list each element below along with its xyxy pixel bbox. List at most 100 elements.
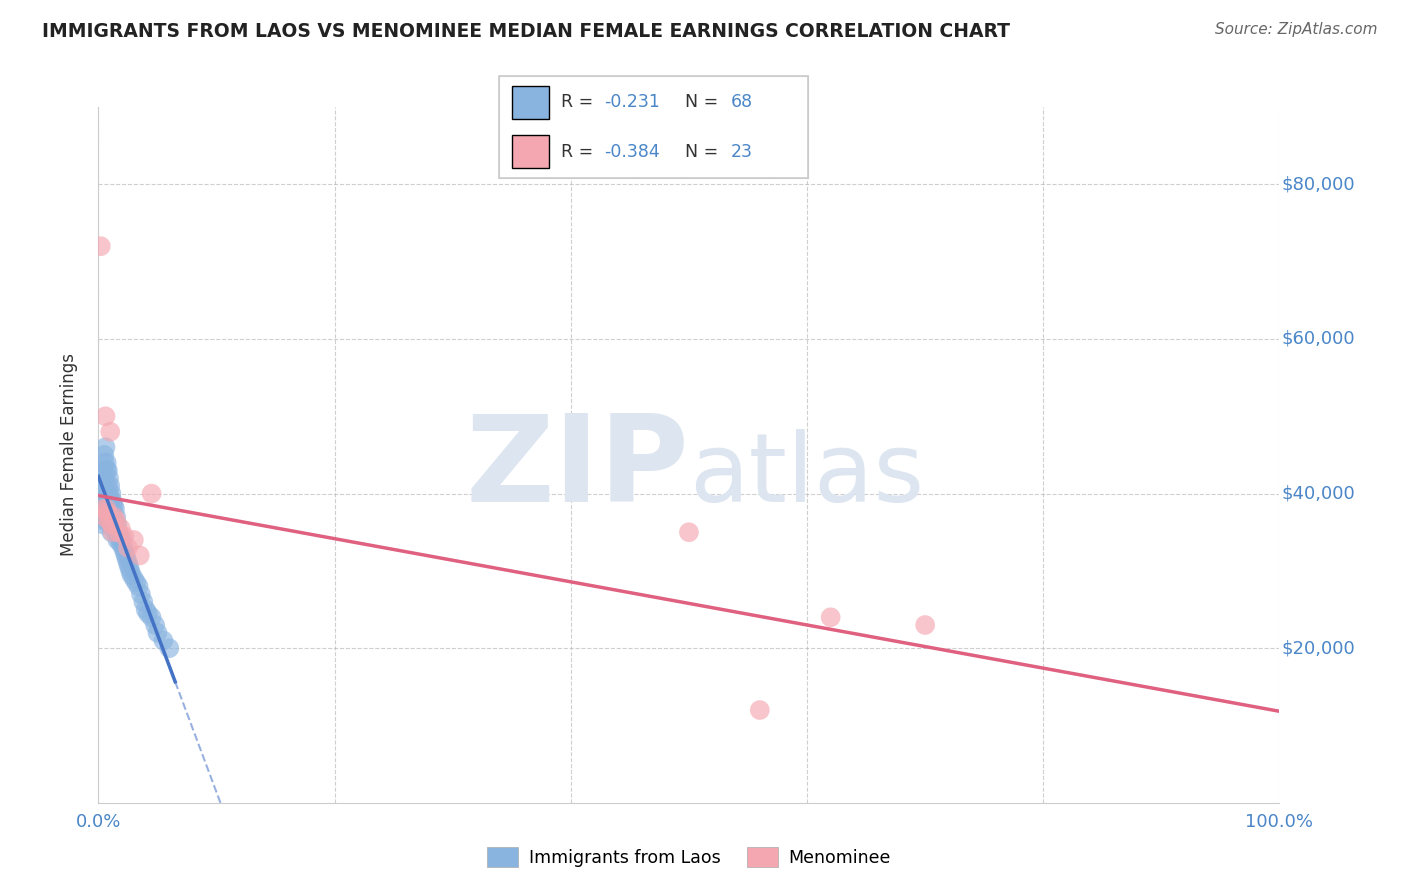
Text: $80,000: $80,000 <box>1282 176 1355 194</box>
Point <box>103 517 125 532</box>
Point <box>100 517 122 532</box>
Text: Source: ZipAtlas.com: Source: ZipAtlas.com <box>1215 22 1378 37</box>
Text: $40,000: $40,000 <box>1282 484 1355 502</box>
Point <box>96 486 118 500</box>
Point <box>91 517 114 532</box>
Text: N =: N = <box>685 143 724 161</box>
Point <box>112 541 135 555</box>
Text: N =: N = <box>685 94 724 112</box>
Point <box>94 471 117 485</box>
Point <box>101 525 124 540</box>
Point <box>97 463 120 477</box>
Text: -0.384: -0.384 <box>605 143 659 161</box>
Point <box>96 502 118 516</box>
Point <box>98 494 121 508</box>
Text: 68: 68 <box>731 94 754 112</box>
Point <box>93 502 115 516</box>
Point <box>94 440 117 454</box>
Point <box>105 525 128 540</box>
Text: atlas: atlas <box>689 429 924 523</box>
Point <box>125 575 148 590</box>
Point <box>93 509 115 524</box>
Point <box>122 533 145 547</box>
Point <box>94 409 117 424</box>
Point <box>105 517 128 532</box>
Point <box>118 560 141 574</box>
Point <box>136 607 159 621</box>
Point <box>96 456 118 470</box>
Point <box>91 506 114 520</box>
Point <box>98 425 121 439</box>
Point <box>101 494 124 508</box>
Point <box>132 595 155 609</box>
Text: ZIP: ZIP <box>465 410 689 527</box>
Point <box>98 471 121 485</box>
Point <box>146 625 169 640</box>
Point <box>141 610 163 624</box>
Point <box>107 525 129 540</box>
FancyBboxPatch shape <box>512 87 548 119</box>
Point <box>120 564 142 578</box>
Point <box>105 533 128 547</box>
FancyBboxPatch shape <box>512 136 548 168</box>
Point <box>157 641 180 656</box>
Point <box>91 494 114 508</box>
Point <box>110 521 132 535</box>
Point <box>114 549 136 563</box>
Point <box>100 502 122 516</box>
Point <box>117 541 139 555</box>
Point <box>141 486 163 500</box>
Point <box>107 525 129 540</box>
Point <box>143 618 166 632</box>
Point <box>122 572 145 586</box>
Point <box>91 463 114 477</box>
Point <box>98 479 121 493</box>
Point <box>100 486 122 500</box>
Point <box>91 471 114 485</box>
Point <box>93 514 115 528</box>
Text: R =: R = <box>561 94 599 112</box>
Point <box>117 556 139 570</box>
Point <box>104 521 127 535</box>
Text: IMMIGRANTS FROM LAOS VS MENOMINEE MEDIAN FEMALE EARNINGS CORRELATION CHART: IMMIGRANTS FROM LAOS VS MENOMINEE MEDIAN… <box>42 22 1010 41</box>
Text: $60,000: $60,000 <box>1282 330 1355 348</box>
Point <box>91 502 114 516</box>
Y-axis label: Median Female Earnings: Median Female Earnings <box>59 353 77 557</box>
Point <box>91 479 114 493</box>
Point <box>100 525 122 540</box>
Point <box>103 509 125 524</box>
Point <box>128 579 150 593</box>
Point <box>110 537 132 551</box>
Text: R =: R = <box>561 143 599 161</box>
Point <box>94 509 117 524</box>
Point <box>90 486 112 500</box>
Point <box>112 529 135 543</box>
Point <box>111 533 134 547</box>
Point <box>101 509 124 524</box>
Text: 23: 23 <box>731 143 754 161</box>
Point <box>748 703 770 717</box>
Point <box>90 239 112 253</box>
Point <box>98 509 121 524</box>
Point <box>135 602 157 616</box>
Point <box>152 633 174 648</box>
Point <box>89 509 111 524</box>
Point <box>98 486 121 500</box>
Point <box>104 502 127 516</box>
Point <box>97 506 120 520</box>
Point <box>128 549 150 563</box>
Point <box>914 618 936 632</box>
Point <box>94 494 117 508</box>
Point <box>121 567 143 582</box>
Point <box>98 514 121 528</box>
Point <box>129 587 152 601</box>
Point <box>678 525 700 540</box>
Point <box>108 533 131 547</box>
Point <box>90 502 112 516</box>
Point <box>93 456 115 470</box>
Point <box>98 517 121 532</box>
Point <box>96 463 118 477</box>
Point <box>103 498 125 512</box>
Point <box>105 514 128 528</box>
Point <box>96 502 118 516</box>
